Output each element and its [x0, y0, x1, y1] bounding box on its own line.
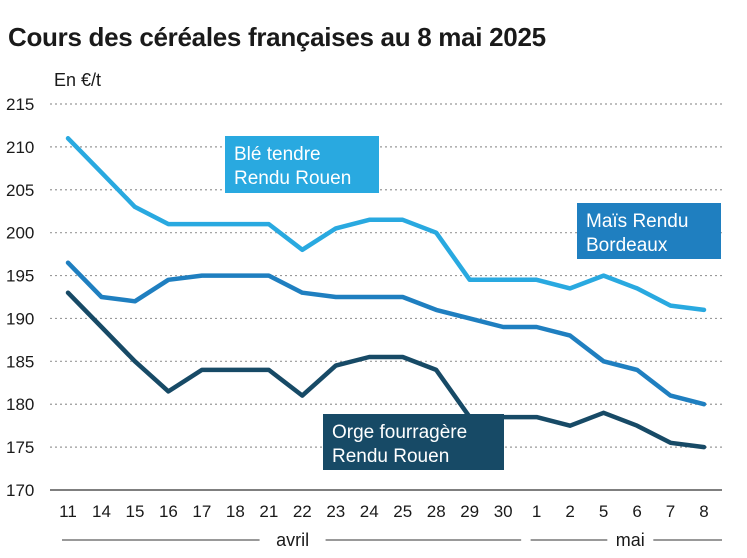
series-label-text: Maïs Rendu	[586, 211, 688, 232]
x-tick-label: 21	[259, 502, 278, 521]
x-tick-label: 28	[427, 502, 446, 521]
series-label-box	[577, 203, 721, 259]
x-tick-label: 1	[532, 502, 541, 521]
x-tick-label: 18	[226, 502, 245, 521]
x-tick-label: 22	[293, 502, 312, 521]
series-label-0: Blé tendre Rendu Rouen	[225, 136, 379, 193]
y-tick-label: 175	[6, 438, 34, 457]
x-tick-label: 7	[666, 502, 675, 521]
grid-lines	[50, 103, 722, 491]
y-tick-label: 205	[6, 181, 34, 200]
month-groups: avril mai	[62, 530, 722, 550]
series-label-1: Maïs Rendu Bordeaux	[577, 203, 721, 259]
series-label-text: Rendu Rouen	[332, 446, 449, 467]
y-tick-label: 210	[6, 138, 34, 157]
series-line-0	[65, 136, 707, 313]
x-tick-label: 25	[393, 502, 412, 521]
y-tick-label: 180	[6, 395, 34, 414]
series-label-2: Orge fourragère Rendu Rouen	[323, 414, 504, 470]
series-label-box	[323, 414, 504, 470]
series-labels: Blé tendre Rendu Rouen Maïs Rendu Bordeaux O…	[225, 136, 721, 470]
x-tick-label: 6	[632, 502, 641, 521]
series-label-text: Bordeaux	[586, 235, 668, 256]
series-line-1	[65, 260, 707, 407]
chart-title: Cours des céréales françaises au 8 mai 2…	[8, 22, 546, 52]
y-tick-label: 215	[6, 95, 34, 114]
x-tick-label: 8	[699, 502, 708, 521]
y-tick-label: 190	[6, 309, 34, 328]
month-label: avril	[276, 530, 309, 550]
x-tick-label: 23	[326, 502, 345, 521]
y-tick-label: 195	[6, 267, 34, 286]
x-tick-label: 15	[125, 502, 144, 521]
x-tick-label: 29	[460, 502, 479, 521]
y-axis-unit: En €/t	[54, 70, 102, 90]
series-line-2	[65, 290, 707, 450]
x-tick-label: 24	[360, 502, 379, 521]
series-label-text: Blé tendre	[234, 144, 321, 165]
x-tick-label: 2	[565, 502, 574, 521]
x-tick-label: 14	[92, 502, 111, 521]
x-tick-label: 30	[494, 502, 513, 521]
x-tick-label: 16	[159, 502, 178, 521]
series-label-text: Rendu Rouen	[234, 168, 351, 189]
x-tick-label: 17	[192, 502, 211, 521]
month-label: mai	[616, 530, 645, 550]
series-label-text: Orge fourragère	[332, 422, 467, 443]
y-tick-label: 200	[6, 224, 34, 243]
y-tick-label: 185	[6, 352, 34, 371]
x-tick-label: 5	[599, 502, 608, 521]
x-tick-label: 11	[59, 502, 77, 521]
y-tick-label: 170	[6, 481, 34, 500]
y-axis-ticks: 170 175 180 185 190 195 200 205 210 215	[6, 95, 34, 500]
series-lines	[65, 136, 707, 450]
x-axis-ticks: 11 14 15 16 17 18 21 22 23 24 25 28 29 30 1 2 5 6 7 8	[59, 502, 709, 521]
series-label-box	[225, 136, 379, 193]
